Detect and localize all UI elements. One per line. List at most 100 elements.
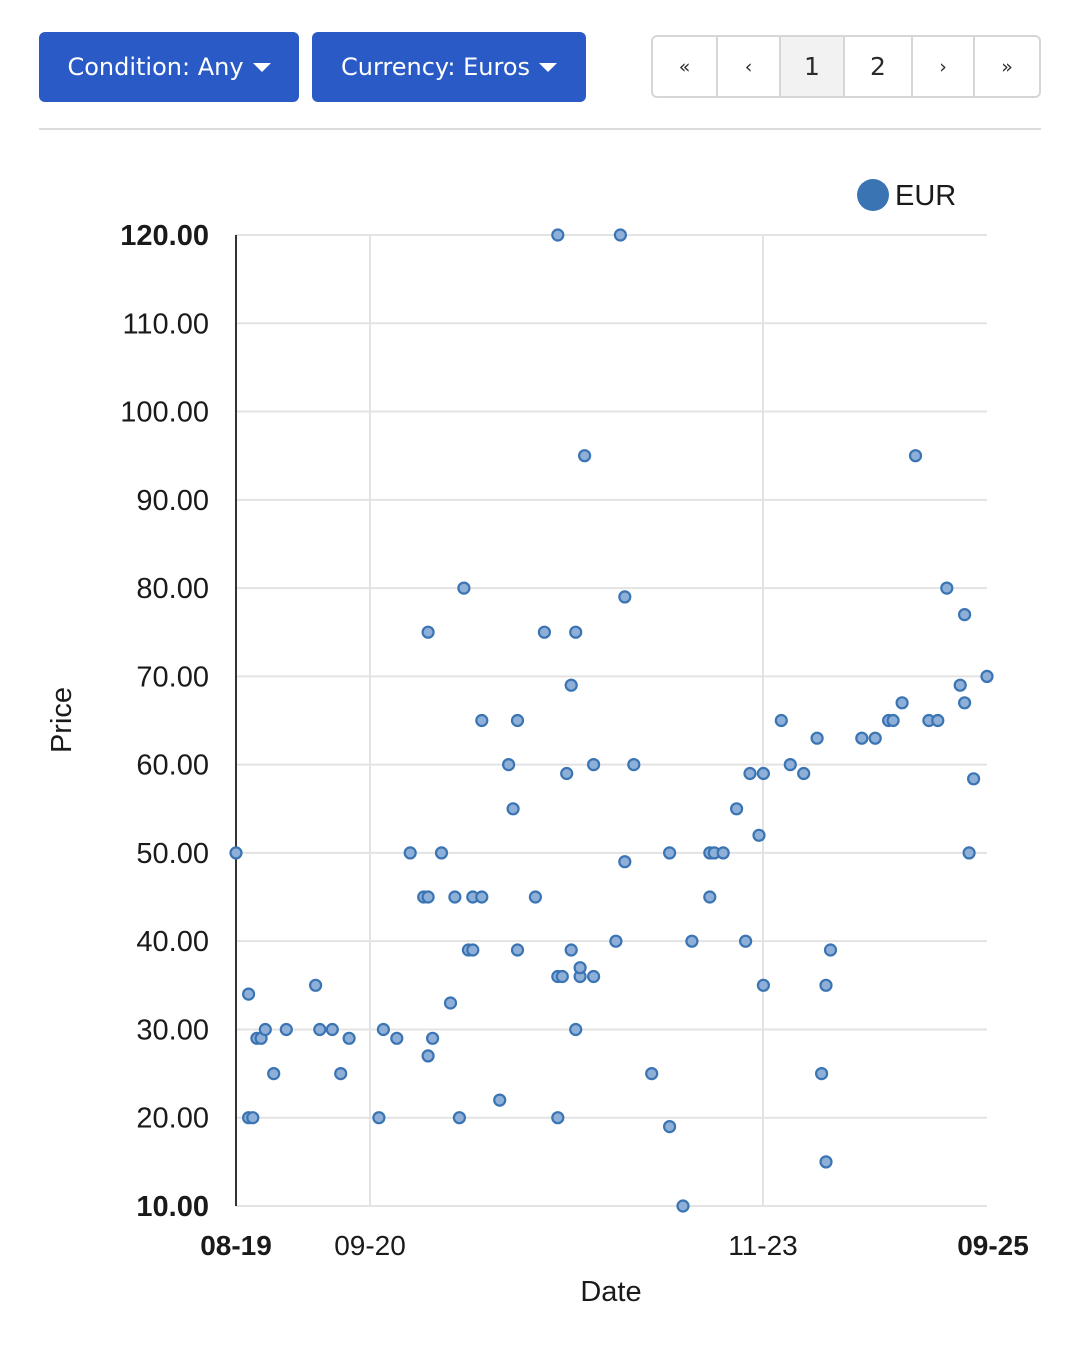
data-point[interactable] xyxy=(573,961,587,975)
data-point[interactable] xyxy=(510,713,525,728)
data-point[interactable] xyxy=(475,713,489,728)
y-tick-label: 110.00 xyxy=(122,308,209,340)
previous-page-button[interactable]: ‹ xyxy=(718,37,781,96)
data-point[interactable] xyxy=(434,846,449,860)
data-point[interactable] xyxy=(267,1066,281,1081)
data-point[interactable] xyxy=(390,1031,404,1045)
data-point[interactable] xyxy=(510,943,525,957)
data-point[interactable] xyxy=(618,590,632,604)
page-2-button[interactable]: 2 xyxy=(845,37,913,96)
data-point[interactable] xyxy=(577,449,592,463)
data-point[interactable] xyxy=(555,969,569,984)
data-point[interactable] xyxy=(551,1111,565,1125)
data-point[interactable] xyxy=(609,934,623,948)
data-point[interactable] xyxy=(931,713,945,728)
currency-dropdown-button[interactable]: Currency: Euros xyxy=(312,32,586,102)
page-1-button[interactable]: 1 xyxy=(781,37,845,96)
data-point[interactable] xyxy=(957,608,972,622)
legend-label: EUR xyxy=(895,180,956,212)
data-point[interactable] xyxy=(443,996,458,1010)
condition-dropdown-button[interactable]: Condition: Any xyxy=(39,32,299,102)
data-point[interactable] xyxy=(823,943,838,957)
data-point[interactable] xyxy=(564,943,578,957)
caret-down-icon xyxy=(252,62,271,72)
data-point[interactable] xyxy=(743,766,757,781)
data-point[interactable] xyxy=(962,846,976,860)
data-point[interactable] xyxy=(819,1155,833,1169)
data-point[interactable] xyxy=(797,766,811,781)
data-point[interactable] xyxy=(685,934,699,948)
data-point[interactable] xyxy=(966,772,981,786)
caret-down-icon xyxy=(539,62,557,72)
data-point[interactable] xyxy=(586,969,601,984)
data-point[interactable] xyxy=(569,1022,583,1037)
data-point[interactable] xyxy=(756,978,771,992)
data-point[interactable] xyxy=(953,678,967,692)
data-point[interactable] xyxy=(537,625,552,639)
data-point[interactable] xyxy=(980,669,994,684)
data-point[interactable] xyxy=(551,228,565,242)
data-point[interactable] xyxy=(662,846,677,860)
data-point[interactable] xyxy=(372,1111,386,1125)
data-point[interactable] xyxy=(569,625,583,639)
data-point[interactable] xyxy=(452,1111,466,1125)
data-point[interactable] xyxy=(729,802,744,816)
data-point[interactable] xyxy=(560,766,574,781)
data-point[interactable] xyxy=(313,1022,327,1037)
data-point[interactable] xyxy=(279,1022,293,1037)
data-point[interactable] xyxy=(855,731,869,745)
data-point[interactable] xyxy=(421,625,435,639)
data-point[interactable] xyxy=(475,890,489,904)
data-point[interactable] xyxy=(814,1066,829,1081)
data-point[interactable] xyxy=(810,731,824,745)
data-point[interactable] xyxy=(586,757,601,772)
data-point[interactable] xyxy=(229,846,243,860)
data-point[interactable] xyxy=(242,987,256,1001)
data-point[interactable] xyxy=(421,890,435,904)
data-point[interactable] xyxy=(426,1031,440,1045)
data-point[interactable] xyxy=(886,713,900,728)
data-point[interactable] xyxy=(868,731,882,745)
data-point[interactable] xyxy=(528,890,543,904)
data-point[interactable] xyxy=(457,581,471,595)
data-point[interactable] xyxy=(895,696,909,710)
next-page-button[interactable]: › xyxy=(913,37,975,96)
data-point[interactable] xyxy=(334,1066,348,1081)
data-point[interactable] xyxy=(703,890,717,904)
data-point[interactable] xyxy=(738,934,753,948)
data-point[interactable] xyxy=(756,766,771,781)
data-point[interactable] xyxy=(819,978,833,992)
data-point[interactable] xyxy=(258,1022,272,1037)
data-point[interactable] xyxy=(774,713,788,728)
data-point[interactable] xyxy=(783,757,797,772)
data-point[interactable] xyxy=(957,696,972,710)
data-point[interactable] xyxy=(376,1022,390,1037)
data-point[interactable] xyxy=(940,581,954,595)
first-page-button[interactable]: « xyxy=(653,37,718,96)
data-point[interactable] xyxy=(618,855,632,869)
data-point[interactable] xyxy=(403,846,417,860)
y-tick-label: 90.00 xyxy=(136,485,209,517)
data-point[interactable] xyxy=(662,1119,677,1134)
data-point[interactable] xyxy=(645,1066,659,1081)
data-point[interactable] xyxy=(342,1031,356,1045)
data-point[interactable] xyxy=(627,757,641,772)
data-point[interactable] xyxy=(506,802,520,816)
data-point[interactable] xyxy=(493,1093,507,1107)
y-tick-label: 120.00 xyxy=(120,220,209,252)
y-tick-label: 40.00 xyxy=(136,926,209,958)
data-point[interactable] xyxy=(676,1199,690,1213)
last-page-button[interactable]: » xyxy=(1001,55,1013,78)
data-point[interactable] xyxy=(752,828,766,842)
data-point[interactable] xyxy=(613,228,628,242)
data-point[interactable] xyxy=(448,890,462,904)
data-point[interactable] xyxy=(309,978,323,992)
data-point[interactable] xyxy=(421,1049,435,1063)
data-point[interactable] xyxy=(564,678,578,692)
data-point[interactable] xyxy=(502,757,516,772)
data-point[interactable] xyxy=(246,1111,260,1125)
data-point[interactable] xyxy=(908,449,923,463)
data-point[interactable] xyxy=(716,846,730,860)
data-point[interactable] xyxy=(325,1022,339,1037)
data-point[interactable] xyxy=(466,943,480,957)
